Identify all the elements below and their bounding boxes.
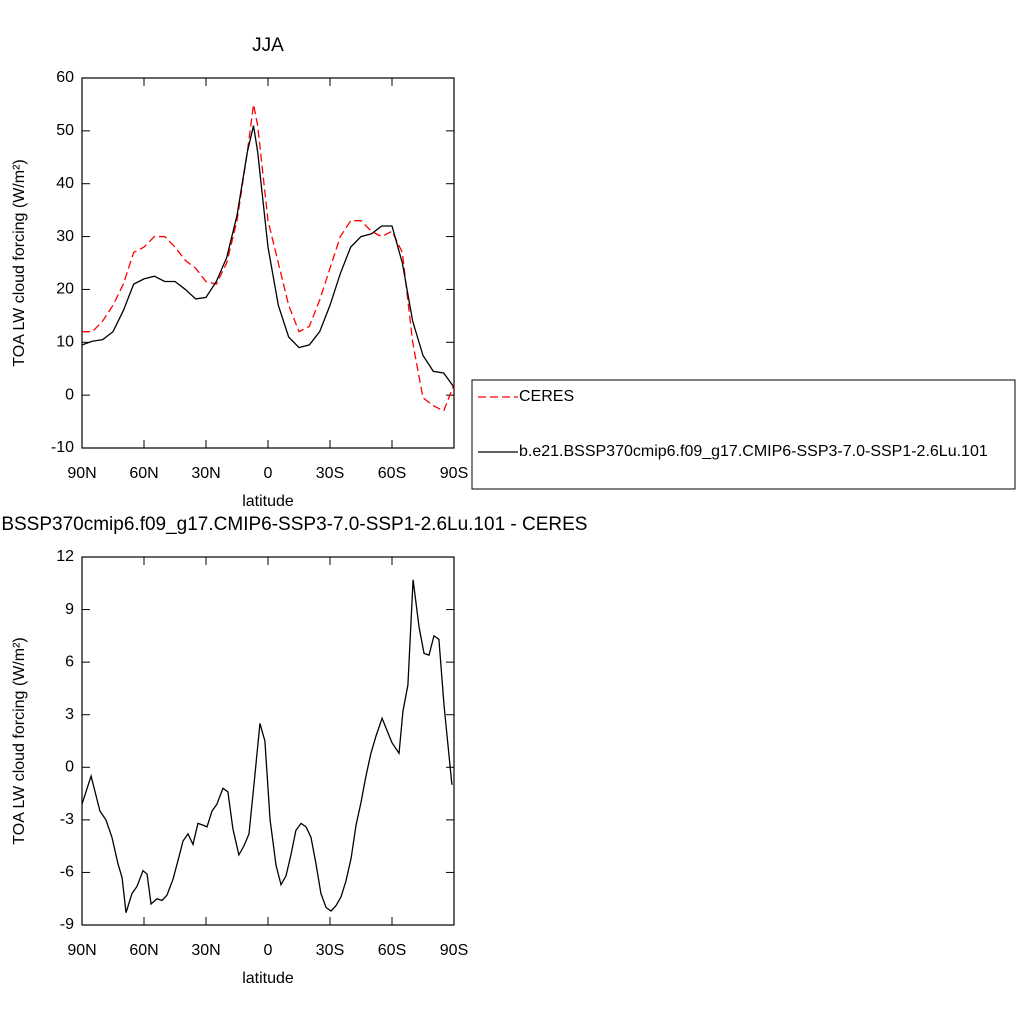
plot-frame: [81, 556, 455, 926]
y-tick-label: 50: [56, 122, 74, 139]
y-tick-label: 20: [56, 281, 74, 298]
line-series: [81, 579, 453, 913]
y-tick-label: 40: [56, 175, 74, 192]
y-tick-label: -10: [51, 439, 74, 456]
y-tick-label: 3: [65, 706, 74, 723]
y-tick-label: 0: [65, 386, 74, 403]
x-axis-label: latitude: [242, 493, 294, 510]
legend-label: CERES: [519, 388, 574, 405]
x-tick-label: 90N: [67, 465, 96, 482]
x-tick-label: 60N: [129, 942, 158, 959]
x-tick-label: 30N: [191, 942, 220, 959]
legend-label: b.e21.BSSP370cmip6.f09_g17.CMIP6-SSP3-7.…: [519, 443, 988, 460]
x-tick-label: 90S: [440, 942, 468, 959]
chart-title: JJA: [252, 35, 284, 56]
y-axis-label: TOA LW cloud forcing (W/m²): [11, 637, 28, 844]
y-tick-label: 10: [56, 334, 74, 351]
plot-frame: [81, 77, 455, 449]
y-axis-label: TOA LW cloud forcing (W/m²): [11, 159, 28, 366]
y-tick-label: -9: [60, 916, 74, 933]
x-tick-label: 30S: [316, 942, 344, 959]
y-tick-label: -3: [60, 811, 74, 828]
y-tick-label: 6: [65, 653, 74, 670]
y-tick-label: -6: [60, 864, 74, 881]
x-tick-label: 30S: [316, 465, 344, 482]
x-tick-label: 90N: [67, 942, 96, 959]
x-tick-label: 60S: [378, 942, 406, 959]
line-series: [81, 125, 455, 388]
x-tick-label: 30N: [191, 465, 220, 482]
line-series: [82, 104, 455, 412]
y-tick-label: 12: [56, 548, 74, 565]
y-tick-label: 0: [65, 759, 74, 776]
legend-box: [471, 379, 1016, 490]
chart-title: b.e21.BSSP370cmip6.f09_g17.CMIP6-SSP3-7.…: [0, 514, 587, 535]
x-tick-label: 90S: [440, 465, 468, 482]
x-tick-label: 0: [264, 465, 273, 482]
x-tick-label: 60N: [129, 465, 158, 482]
x-tick-label: 60S: [378, 465, 406, 482]
y-tick-label: 60: [56, 69, 74, 86]
x-tick-label: 0: [264, 942, 273, 959]
x-axis-label: latitude: [242, 970, 294, 987]
y-tick-label: 30: [56, 228, 74, 245]
y-tick-label: 9: [65, 601, 74, 618]
